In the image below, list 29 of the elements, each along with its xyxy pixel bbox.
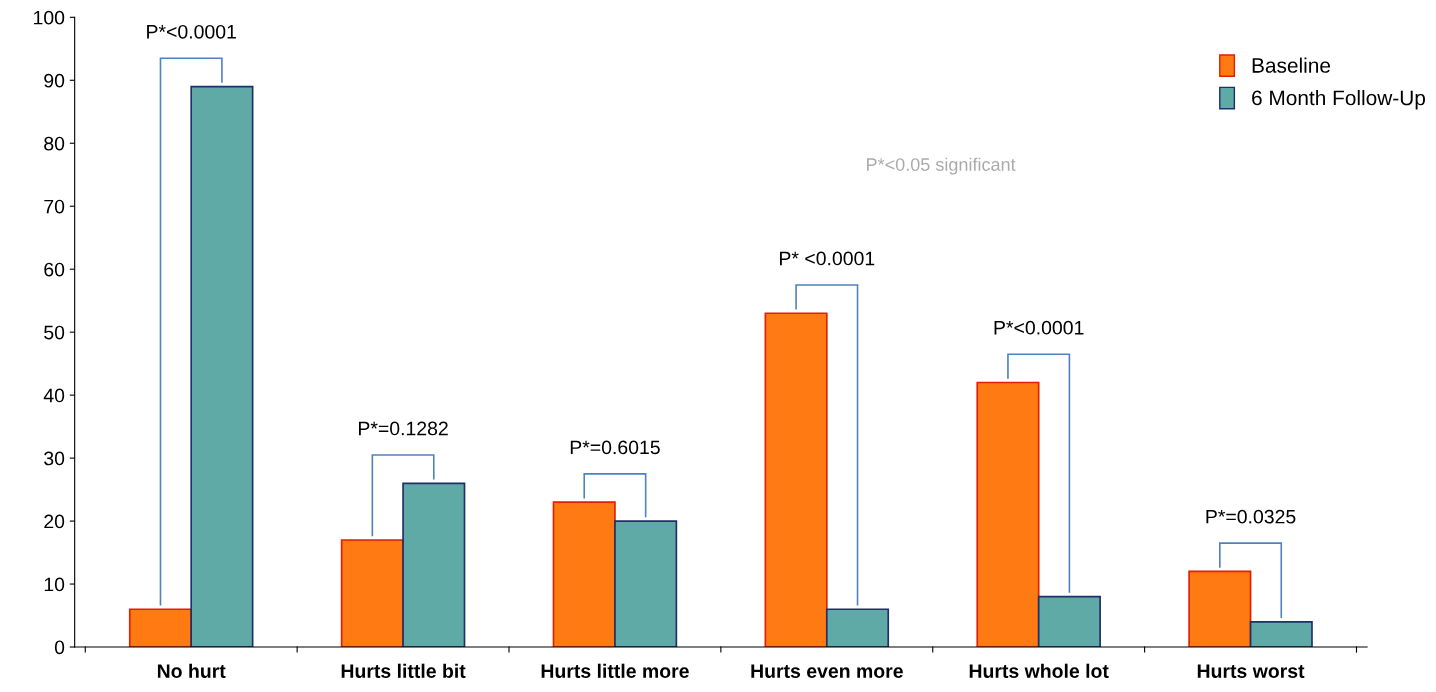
annotation: P*<0.0001: [147, 24, 236, 39]
x-tick-label: Hurts even more: [751, 664, 903, 678]
y-tick-label: 70: [44, 199, 65, 214]
y-tick-label: 10: [44, 577, 65, 592]
y-tick-label: 100: [33, 10, 65, 25]
annotation: P*=0.6015: [570, 440, 660, 455]
bar: [1037, 595, 1101, 648]
y-tick-label: 0: [54, 640, 65, 655]
y-tick-label: 40: [43, 388, 65, 403]
bar: [825, 608, 890, 648]
annotation: P*=0.0325: [1206, 509, 1296, 524]
x-tick-label: No hurt: [157, 663, 226, 678]
y-tick-label: 90: [44, 73, 65, 88]
annotation: P*<0.05 significant: [867, 157, 1016, 175]
legend-label: 6 Month Follow-Up: [1252, 90, 1425, 110]
y-tick-label: 60: [44, 262, 65, 277]
y-tick-label: 30: [44, 451, 65, 466]
bar: [128, 608, 193, 648]
x-tick-label: Hurts whole lot: [969, 663, 1109, 678]
x-tick-label: Hurts little bit: [341, 663, 466, 678]
annotation: P*<0.0001: [994, 320, 1084, 335]
y-tick-label: 50: [44, 325, 65, 340]
x-tick-label: Hurts worst: [1197, 664, 1305, 678]
y-tick-label: 80: [44, 136, 65, 151]
x-tick-label: Hurts little more: [541, 663, 689, 678]
y-tick-label: 20: [44, 514, 65, 529]
annotation: P* <0.0001: [780, 251, 875, 266]
legend-label: Baseline: [1252, 57, 1331, 73]
annotation: P*=0.1282: [358, 421, 448, 436]
